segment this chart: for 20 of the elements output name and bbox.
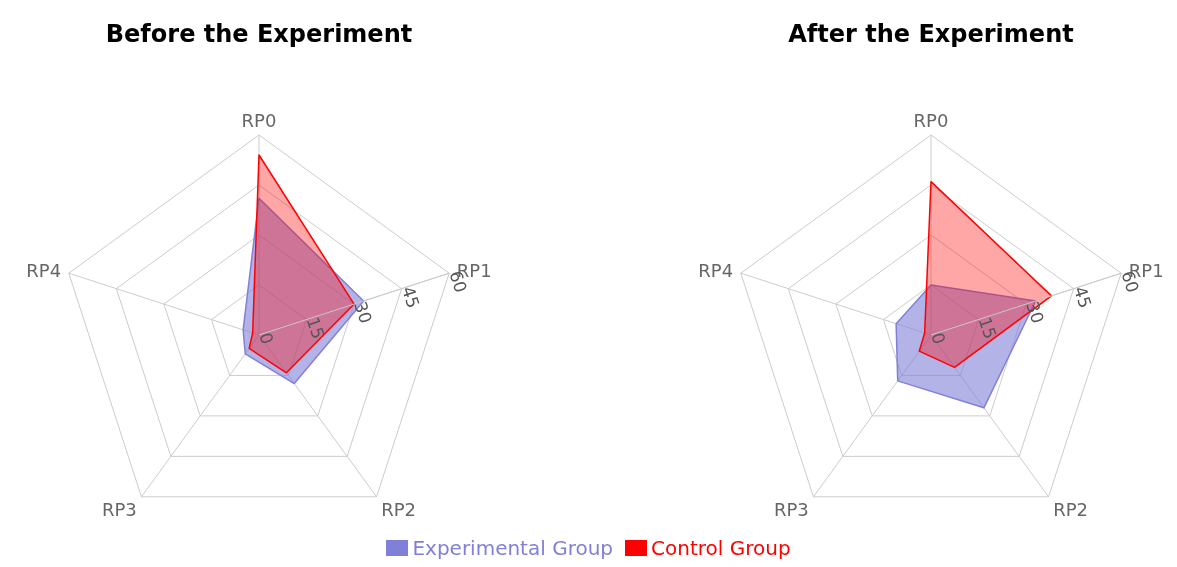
legend-label: Control Group [651, 536, 791, 560]
legend-label: Experimental Group [412, 536, 614, 560]
y-tick-label: 45 [1069, 283, 1096, 311]
spoke-label: RP3 [773, 499, 809, 521]
y-tick-label: 15 [974, 314, 1001, 342]
spoke-label: RP3 [101, 499, 137, 521]
spoke-label: RP2 [381, 499, 417, 521]
spoke-label: RP4 [26, 260, 62, 282]
chart-title: Before the Experiment [104, 20, 414, 48]
spoke-label: RP4 [698, 260, 734, 282]
y-tick-label: 30 [350, 299, 377, 326]
y-tick-label: 15 [302, 314, 329, 342]
chart-title: After the Experiment [787, 20, 1075, 48]
spoke-label: RP0 [913, 110, 949, 131]
spoke-label: RP2 [1053, 499, 1089, 521]
spoke-label: RP0 [241, 110, 277, 131]
y-tick-label: 30 [1022, 299, 1049, 326]
y-tick-label: 0 [927, 330, 950, 347]
y-tick-label: 0 [255, 330, 278, 347]
y-tick-label: 45 [397, 283, 424, 311]
